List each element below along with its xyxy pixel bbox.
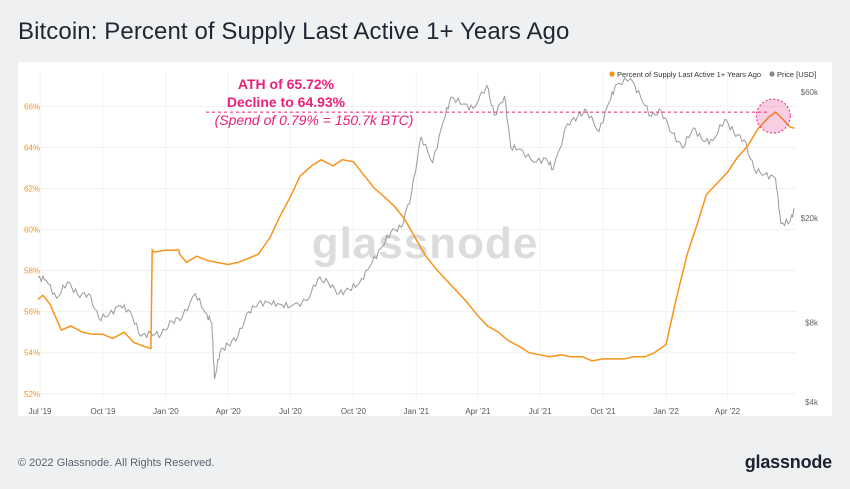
supply-series-line bbox=[37, 111, 795, 362]
x-tick-label: Apr '21 bbox=[465, 407, 491, 416]
x-tick-label: Oct '19 bbox=[90, 407, 116, 416]
copyright-text: © 2022 Glassnode. All Rights Reserved. bbox=[18, 457, 215, 469]
y-tick-label-right: $8k bbox=[805, 319, 819, 328]
ath-highlight-circle bbox=[755, 98, 791, 134]
x-axis: Jul '19 Oct '19 Jan '20 Apr '20 Jul '20 Oct '… bbox=[29, 407, 741, 416]
x-tick-label: Jul '19 bbox=[29, 407, 52, 416]
chart-title: Bitcoin: Percent of Supply Last Active 1… bbox=[18, 18, 570, 45]
x-tick-label: Oct '20 bbox=[341, 407, 367, 416]
y-tick-label-right: $20k bbox=[801, 214, 819, 223]
y-tick-label-left: 56% bbox=[24, 308, 40, 317]
annotation-decline: Decline to 64.93% bbox=[227, 94, 346, 110]
y-tick-label-right: $4k bbox=[805, 398, 819, 407]
x-tick-label: Apr '22 bbox=[715, 407, 741, 416]
y-axis-right: $4k $8k $20k $60k bbox=[801, 88, 819, 407]
y-tick-label-left: 52% bbox=[24, 390, 40, 399]
chart-panel: glassnode 52% 54% 56% 58% 60% 62% 64% 66% $4k $8… bbox=[18, 62, 832, 416]
x-tick-label: Jul '20 bbox=[279, 407, 302, 416]
x-tick-label: Jul '21 bbox=[529, 407, 552, 416]
x-tick-label: Jan '20 bbox=[153, 407, 179, 416]
y-tick-label-left: 66% bbox=[24, 102, 40, 111]
y-tick-label-left: 58% bbox=[24, 267, 40, 276]
y-tick-label-left: 62% bbox=[24, 184, 40, 193]
watermark-text: glassnode bbox=[312, 219, 539, 268]
x-tick-label: Oct '21 bbox=[591, 407, 617, 416]
annotation-spend: (Spend of 0.79% = 150.7k BTC) bbox=[215, 112, 414, 128]
legend-label: Percent of Supply Last Active 1+ Years A… bbox=[617, 70, 761, 79]
legend-marker bbox=[769, 71, 775, 77]
y-tick-label-left: 64% bbox=[24, 143, 40, 152]
y-axis-left: 52% 54% 56% 58% 60% 62% 64% 66% bbox=[24, 102, 40, 398]
chart-svg: glassnode 52% 54% 56% 58% 60% 62% 64% 66% $4k $8… bbox=[24, 70, 819, 416]
legend-label: Price [USD] bbox=[777, 70, 816, 79]
chart-legend: Percent of Supply Last Active 1+ Years A… bbox=[609, 70, 816, 79]
brand-logo: glassnode bbox=[744, 452, 832, 472]
legend-marker bbox=[609, 71, 615, 77]
price-series-line bbox=[37, 76, 795, 379]
grid-lines bbox=[38, 72, 796, 402]
x-tick-label: Jan '21 bbox=[404, 407, 430, 416]
y-tick-label-left: 60% bbox=[24, 226, 40, 235]
x-tick-label: Jan '22 bbox=[653, 407, 679, 416]
x-tick-label: Apr '20 bbox=[216, 407, 242, 416]
y-tick-label-left: 54% bbox=[24, 349, 40, 358]
annotation-ath: ATH of 65.72% bbox=[238, 76, 335, 92]
y-tick-label-right: $60k bbox=[801, 88, 819, 97]
